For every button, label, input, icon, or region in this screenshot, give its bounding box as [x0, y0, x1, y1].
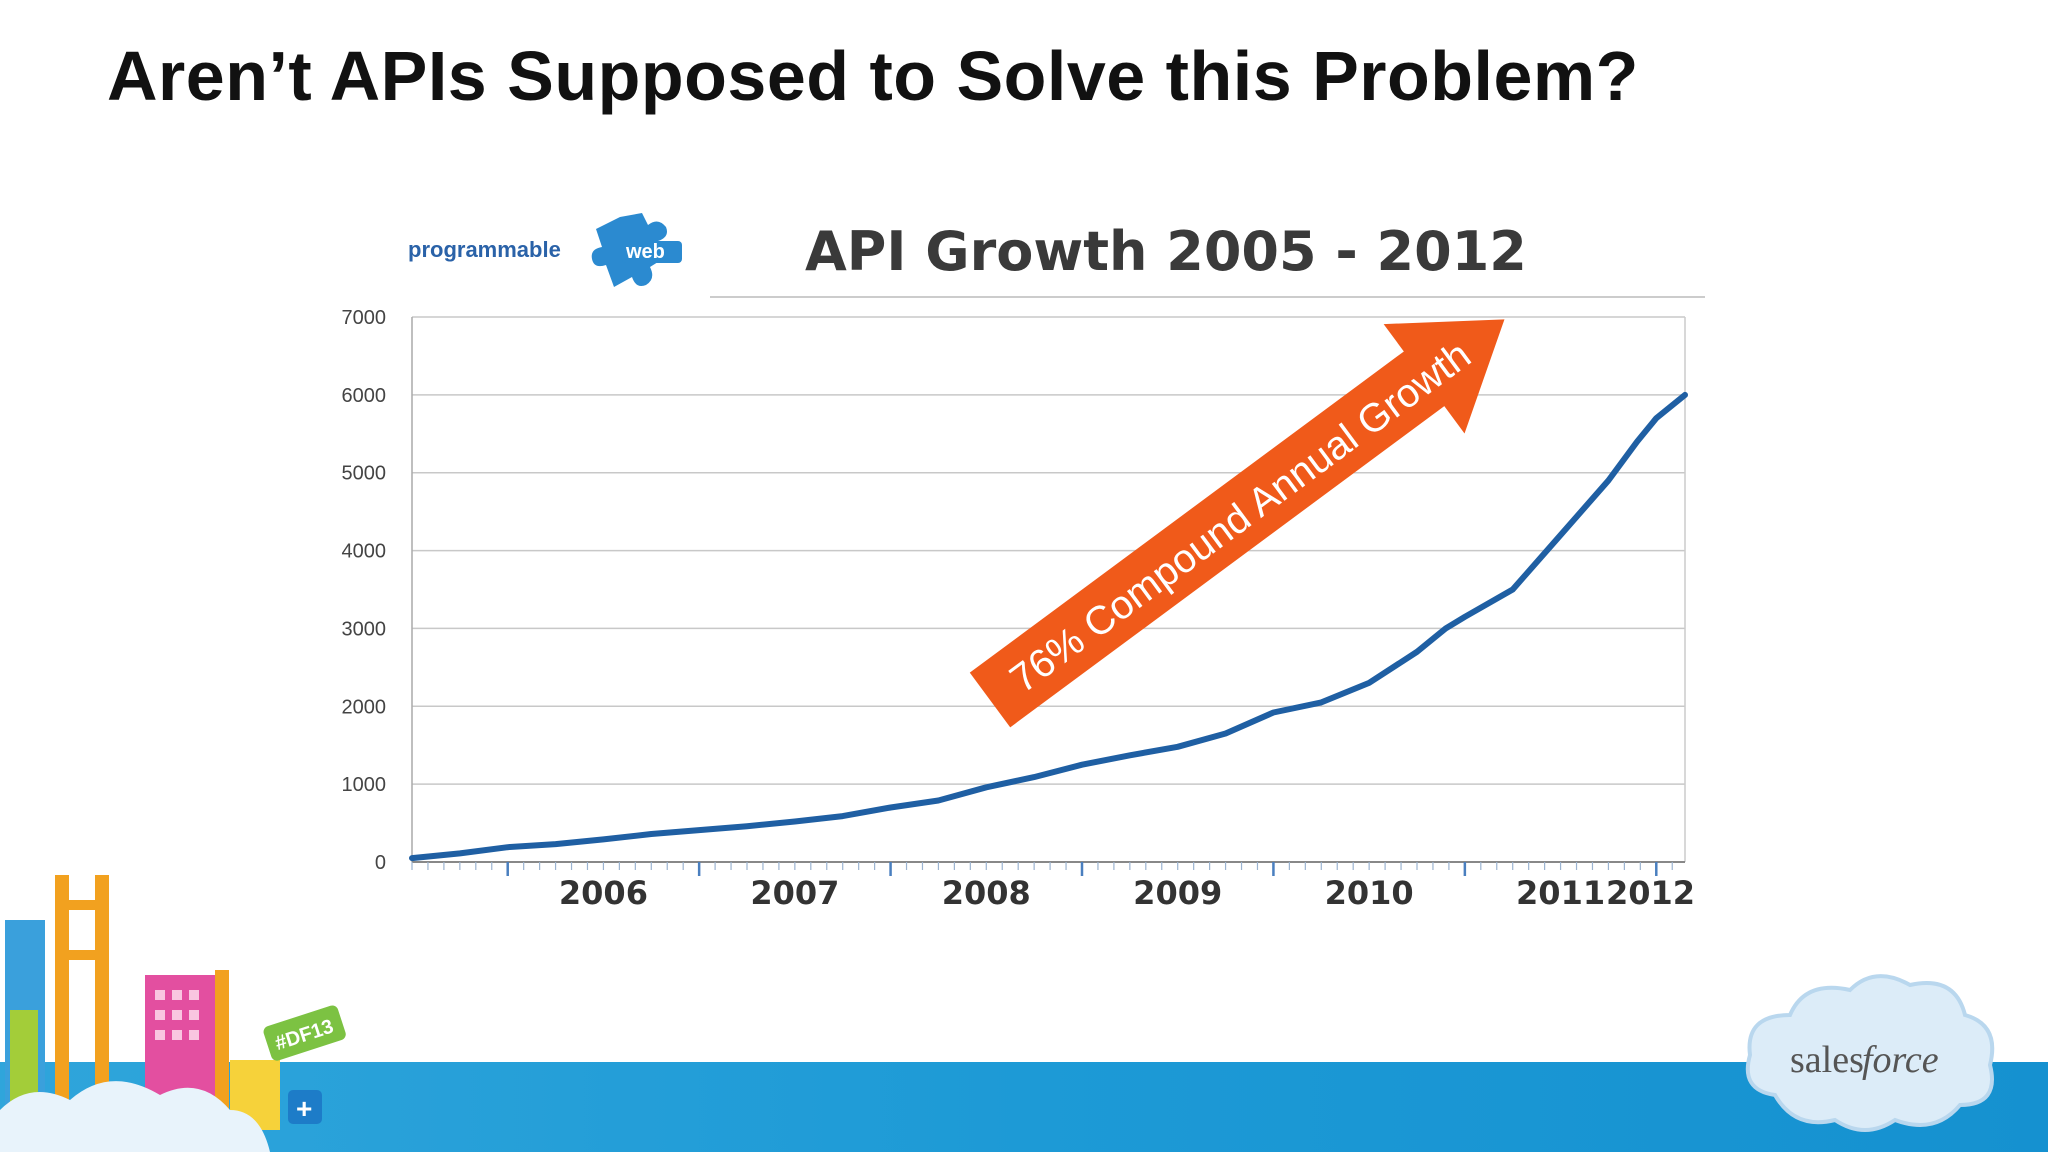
salesforce-logo: sales force	[1745, 974, 1995, 1132]
y-tick-label: 0	[375, 852, 386, 874]
chart-title: API Growth 2005 - 2012	[805, 220, 1527, 283]
salesforce-text-a: sales	[1790, 1039, 1864, 1081]
logo-text-programmable: programmable	[408, 237, 561, 262]
x-tick-label: 2006	[559, 874, 648, 912]
dreamforce-cityscape-art: #DF13 +	[0, 875, 346, 1152]
x-tick-label: 2008	[942, 874, 1031, 912]
plus-icon: +	[296, 1093, 312, 1124]
x-tick-label: 2012	[1606, 874, 1695, 912]
y-tick-label: 5000	[342, 463, 387, 485]
y-tick-label: 2000	[342, 696, 387, 718]
x-tick-label: 2007	[750, 874, 839, 912]
chart-image: programmable web API Growth 2005 - 2012 …	[300, 195, 1720, 935]
y-tick-label: 1000	[342, 774, 387, 796]
footer-band	[0, 1062, 2048, 1152]
logo-text-web: web	[625, 241, 665, 263]
x-tick-label: 2010	[1325, 874, 1414, 912]
arrow-shape	[969, 319, 1505, 728]
df13-badge: #DF13	[263, 1005, 346, 1061]
x-tick-label: 2011	[1516, 874, 1605, 912]
series-line	[409, 391, 1688, 862]
y-tick-label: 6000	[342, 385, 387, 407]
y-tick-label: 4000	[342, 541, 387, 563]
y-tick-label: 7000	[342, 307, 387, 329]
slide-title: Aren’t APIs Supposed to Solve this Probl…	[107, 37, 1639, 115]
plot-area: 0 1000 2000 3000 4000 5000 6000 7000 2006 2007 200…	[342, 307, 1696, 912]
programmableweb-logo: programmable web	[408, 213, 682, 287]
y-tick-label: 3000	[342, 618, 387, 640]
x-tick-label: 2009	[1133, 874, 1222, 912]
salesforce-text-b: force	[1862, 1039, 1939, 1081]
